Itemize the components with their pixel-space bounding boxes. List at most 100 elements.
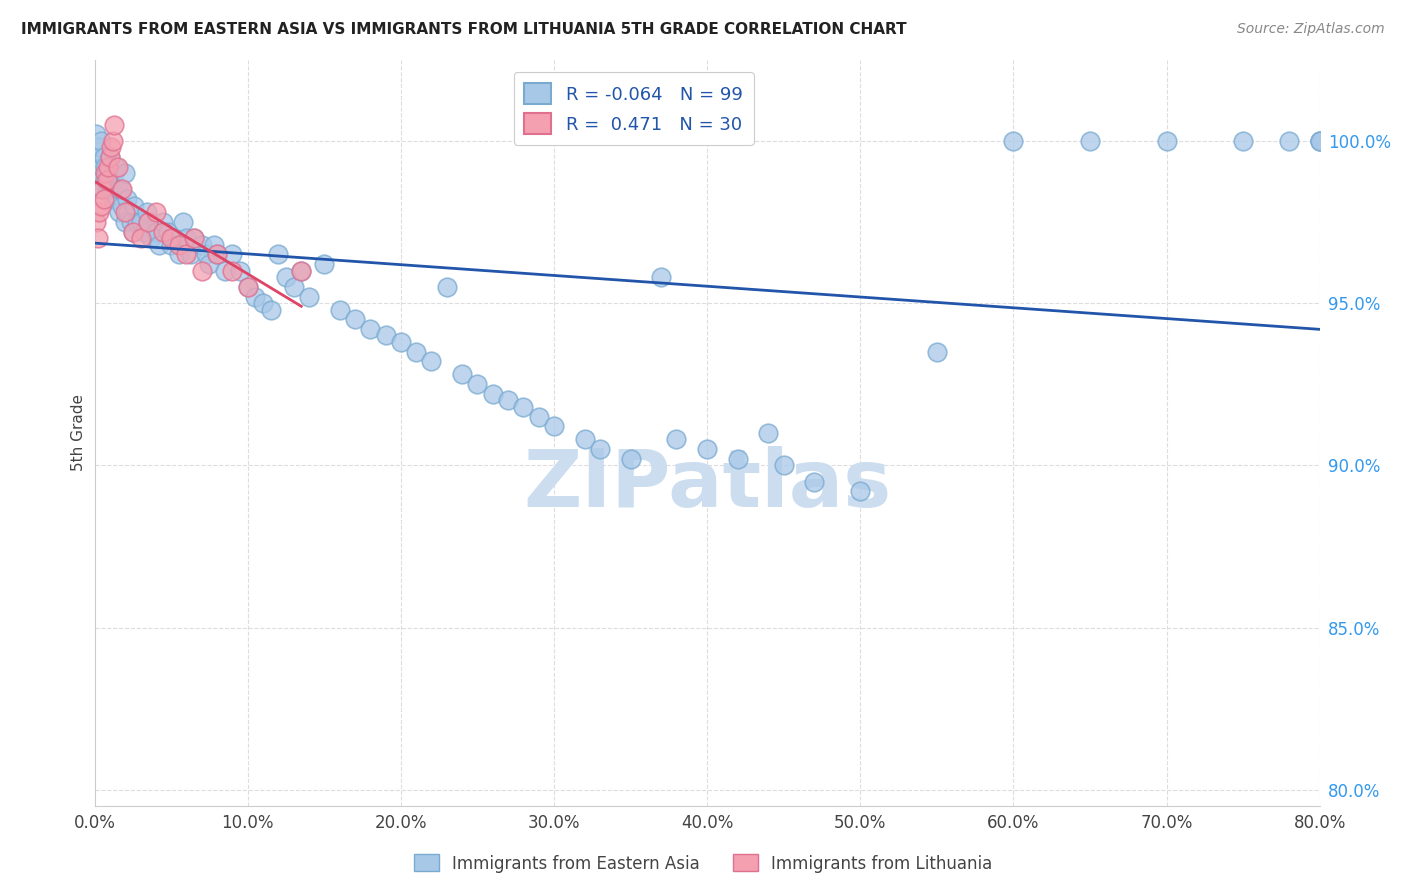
Point — [114, 166, 136, 180]
Point — [756, 425, 779, 440]
Point — [127, 215, 149, 229]
Point — [198, 257, 221, 271]
Point — [298, 289, 321, 303]
Point — [108, 205, 131, 219]
Point — [727, 451, 749, 466]
Point — [1156, 134, 1178, 148]
Point — [236, 280, 259, 294]
Point — [481, 387, 503, 401]
Point — [343, 312, 366, 326]
Point — [205, 247, 228, 261]
Point — [172, 215, 194, 229]
Point — [260, 302, 283, 317]
Point — [236, 280, 259, 294]
Point — [89, 205, 111, 219]
Point — [107, 182, 129, 196]
Point — [111, 182, 134, 196]
Point — [803, 475, 825, 489]
Point — [229, 263, 252, 277]
Point — [91, 182, 114, 196]
Point — [167, 247, 190, 261]
Point — [650, 270, 672, 285]
Point — [374, 328, 396, 343]
Point — [145, 205, 167, 219]
Point — [152, 225, 174, 239]
Point — [136, 215, 159, 229]
Point — [152, 215, 174, 229]
Point — [290, 263, 312, 277]
Point — [180, 247, 202, 261]
Point — [925, 344, 948, 359]
Y-axis label: 5th Grade: 5th Grade — [72, 394, 86, 471]
Point — [94, 160, 117, 174]
Point — [129, 231, 152, 245]
Point — [98, 150, 121, 164]
Point — [274, 270, 297, 285]
Point — [329, 302, 352, 317]
Point — [191, 263, 214, 277]
Legend: Immigrants from Eastern Asia, Immigrants from Lithuania: Immigrants from Eastern Asia, Immigrants… — [406, 847, 1000, 880]
Point — [129, 215, 152, 229]
Point — [124, 199, 146, 213]
Point — [314, 257, 336, 271]
Point — [103, 166, 125, 180]
Point — [1309, 134, 1331, 148]
Point — [1078, 134, 1101, 148]
Point — [120, 215, 142, 229]
Point — [1232, 134, 1254, 148]
Point — [195, 247, 218, 261]
Point — [157, 225, 180, 239]
Text: IMMIGRANTS FROM EASTERN ASIA VS IMMIGRANTS FROM LITHUANIA 5TH GRADE CORRELATION : IMMIGRANTS FROM EASTERN ASIA VS IMMIGRAN… — [21, 22, 907, 37]
Point — [589, 442, 612, 456]
Point — [86, 150, 108, 164]
Point — [115, 192, 138, 206]
Point — [176, 247, 198, 261]
Point — [451, 368, 474, 382]
Point — [772, 458, 794, 473]
Point — [160, 231, 183, 245]
Point — [202, 237, 225, 252]
Point — [117, 205, 139, 219]
Point — [467, 377, 489, 392]
Point — [205, 247, 228, 261]
Point — [696, 442, 718, 456]
Point — [1002, 134, 1025, 148]
Point — [84, 215, 107, 229]
Point — [267, 247, 290, 261]
Point — [359, 322, 381, 336]
Point — [105, 160, 128, 174]
Point — [121, 225, 143, 239]
Point — [1309, 134, 1331, 148]
Point — [543, 419, 565, 434]
Point — [148, 237, 170, 252]
Point — [496, 393, 519, 408]
Point — [86, 231, 108, 245]
Point — [89, 172, 111, 186]
Point — [91, 160, 114, 174]
Point — [849, 484, 872, 499]
Point — [94, 172, 117, 186]
Point — [405, 344, 427, 359]
Point — [103, 118, 125, 132]
Point — [1278, 134, 1301, 148]
Point — [245, 289, 267, 303]
Point — [98, 172, 121, 186]
Point — [176, 231, 198, 245]
Point — [145, 225, 167, 239]
Point — [183, 231, 205, 245]
Point — [420, 354, 443, 368]
Point — [512, 400, 534, 414]
Point — [214, 263, 236, 277]
Point — [163, 231, 186, 245]
Point — [110, 182, 132, 196]
Legend: R = -0.064   N = 99, R =  0.471   N = 30: R = -0.064 N = 99, R = 0.471 N = 30 — [513, 72, 754, 145]
Point — [1309, 134, 1331, 148]
Point — [97, 182, 120, 196]
Point — [527, 409, 550, 424]
Point — [98, 150, 121, 164]
Point — [100, 140, 122, 154]
Text: Source: ZipAtlas.com: Source: ZipAtlas.com — [1237, 22, 1385, 37]
Point — [96, 166, 118, 180]
Point — [574, 433, 596, 447]
Point — [93, 150, 115, 164]
